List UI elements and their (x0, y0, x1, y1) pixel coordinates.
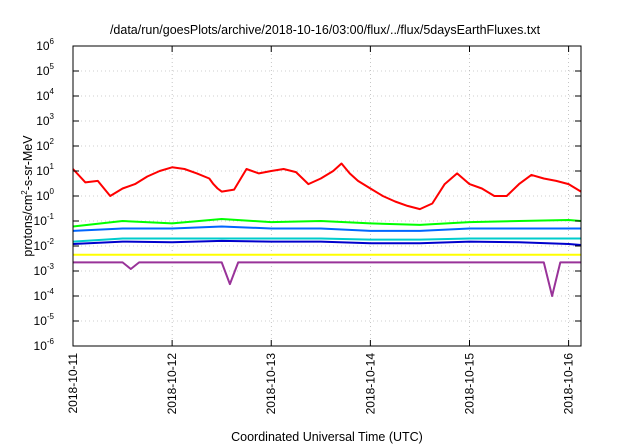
y-tick-label: 10-6 (34, 337, 55, 353)
x-tick-label: 2018-10-11 (66, 353, 80, 414)
y-axis-label-base: protons/cm (21, 195, 35, 257)
y-tick-label: 103 (36, 112, 54, 128)
y-tick-exp: 3 (50, 112, 55, 121)
y-tick-label: 106 (36, 37, 54, 53)
x-tick-label: 2018-10-13 (264, 353, 278, 415)
y-tick-exp: -1 (47, 212, 55, 221)
series-line-5 (72, 239, 582, 246)
y-tick-exp: -4 (47, 287, 55, 296)
y-tick-base: 10 (34, 264, 48, 278)
y-tick-exp: 2 (50, 137, 55, 146)
series-line-7 (73, 261, 581, 297)
y-tick-base: 10 (34, 214, 48, 228)
y-axis-label-sup: 2 (20, 190, 29, 195)
y-tick-base: 10 (36, 89, 50, 103)
y-tick-base: 10 (34, 314, 48, 328)
y-tick-exp: 1 (50, 162, 55, 171)
x-tick-label: 2018-10-12 (165, 353, 179, 415)
y-tick-label: 10-3 (34, 262, 55, 278)
y-tick-label: 105 (36, 62, 54, 78)
y-tick-base: 10 (36, 139, 50, 153)
y-tick-exp: 4 (50, 87, 55, 96)
y-tick-exp: -3 (47, 262, 55, 271)
y-tick-exp: 0 (50, 187, 55, 196)
x-tick-label: 2018-10-14 (363, 353, 377, 415)
series-line-1 (72, 162, 582, 211)
y-tick-label: 10-2 (34, 237, 55, 253)
x-tick-label: 2018-10-16 (562, 353, 576, 415)
x-axis-label: Coordinated Universal Time (UTC) (231, 430, 423, 444)
y-tick-exp: -6 (47, 337, 55, 346)
y-tick-label: 102 (36, 137, 54, 153)
series-group (72, 162, 582, 297)
y-tick-label: 10-4 (34, 287, 55, 303)
y-tick-base: 10 (36, 164, 50, 178)
y-axis-label-rest: -s-sr-MeV (21, 135, 35, 191)
y-tick-base: 10 (36, 39, 50, 53)
y-tick-base: 10 (36, 114, 50, 128)
y-tick-exp: -2 (47, 237, 55, 246)
y-tick-base: 10 (36, 189, 50, 203)
y-axis-label: protons/cm2-s-sr-MeV (20, 135, 35, 257)
chart-title: /data/run/goesPlots/archive/2018-10-16/0… (110, 23, 541, 37)
y-tick-exp: 5 (50, 62, 55, 71)
y-tick-base: 10 (34, 239, 48, 253)
y-tick-base: 10 (36, 64, 50, 78)
y-tick-exp: 6 (50, 37, 55, 46)
series-line-2 (72, 218, 582, 228)
series-line-4 (72, 237, 581, 243)
y-tick-label: 10-1 (34, 212, 55, 228)
y-tick-base: 10 (34, 339, 48, 353)
y-tick-label: 104 (36, 87, 54, 103)
y-axis-ticks: 10610510410310210110010-110-210-310-410-… (34, 37, 581, 353)
series-line-3 (72, 225, 581, 232)
y-tick-exp: -5 (47, 312, 55, 321)
y-tick-label: 100 (36, 187, 54, 203)
y-tick-base: 10 (34, 289, 48, 303)
x-tick-label: 2018-10-15 (462, 353, 476, 415)
x-axis-ticks: 2018-10-11 2018-10-12 2018-10-13 2018-10-14… (66, 46, 576, 414)
y-tick-label: 101 (36, 162, 54, 178)
y-tick-label: 10-5 (34, 312, 55, 328)
